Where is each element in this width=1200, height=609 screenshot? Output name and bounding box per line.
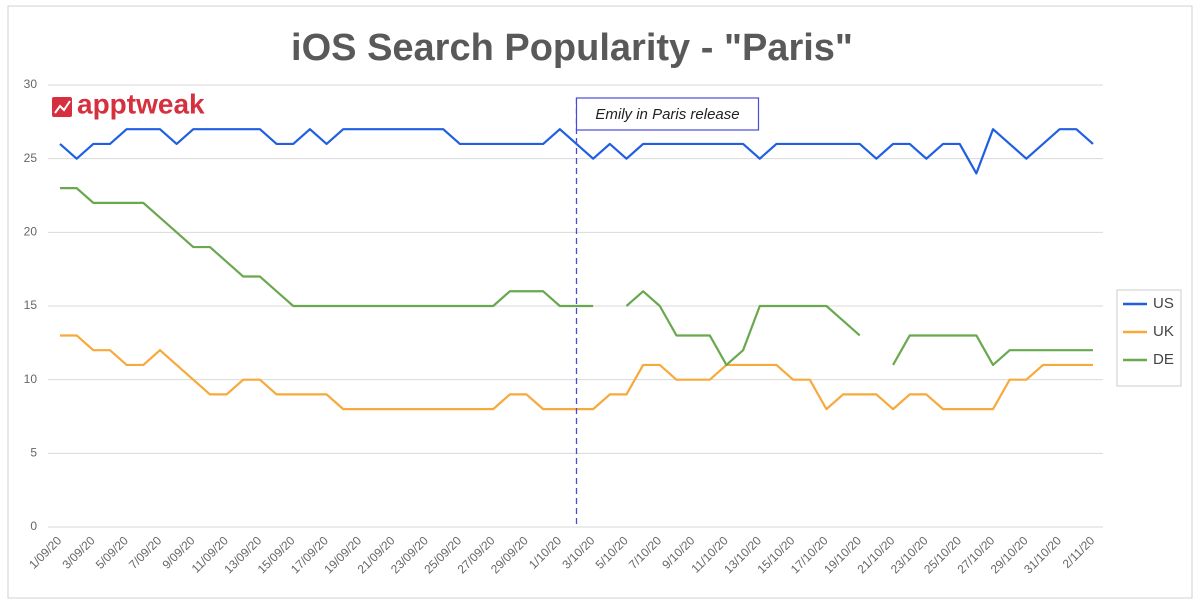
series-line [60,187,594,308]
logo: apptweak [52,88,205,119]
series-line [625,290,861,367]
annotation-text: Emily in Paris release [595,106,739,123]
y-tick-label: 10 [24,372,38,386]
annotation-box [575,97,760,131]
y-tick-label: 30 [24,77,38,91]
legend-label: US [1153,295,1174,312]
y-tick-label: 25 [24,151,38,165]
y-tick-label: 0 [30,519,37,533]
chart-title: iOS Search Popularity - "Paris" [291,27,853,69]
logo-icon-line [54,100,71,114]
legend-box [1116,289,1182,387]
y-tick-label: 20 [24,225,38,239]
y-tick-label: 15 [24,298,38,312]
series-line [892,334,1093,367]
legend-label: DE [1153,351,1174,368]
legend-label: UK [1153,323,1174,340]
logo-text: apptweak [77,88,205,119]
y-tick-label: 5 [30,446,37,460]
